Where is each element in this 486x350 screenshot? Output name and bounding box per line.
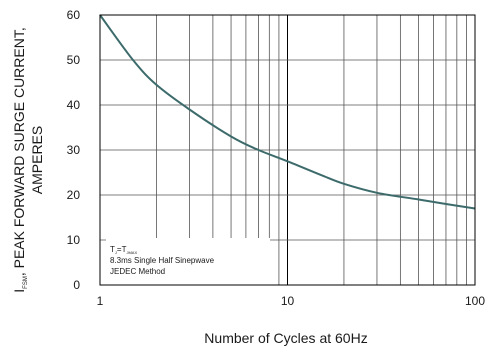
y-axis-title-line2: AMPERES <box>29 126 45 194</box>
annotation-line3: JEDEC Method <box>110 267 165 276</box>
x-tick-labels: 1 10 100 <box>97 294 486 308</box>
y-tick-label: 50 <box>67 53 81 67</box>
annotation-line2: 8.3ms Single Half Sinepwave <box>110 256 215 265</box>
x-axis-title: Number of Cycles at 60Hz <box>204 330 367 346</box>
y-tick-label: 10 <box>67 233 81 247</box>
plot-border <box>99 14 476 286</box>
x-tick-label: 10 <box>281 294 295 308</box>
y-tick-label: 20 <box>67 188 81 202</box>
y-tick-label: 40 <box>67 98 81 112</box>
y-tick-label: 0 <box>73 278 80 292</box>
y-axis-title-line1: IFSM, PEAK FORWARD SURGE CURRENT, <box>11 27 29 292</box>
x-tick-label: 100 <box>465 294 485 308</box>
series-line <box>99 14 476 210</box>
annotation-line1: TJ=TJMAX <box>110 245 137 255</box>
annotation-box <box>106 238 270 285</box>
y-tick-label: 60 <box>67 8 81 22</box>
y-tick-labels: 0 10 20 30 40 50 60 <box>67 8 81 292</box>
x-tick-label: 1 <box>97 294 104 308</box>
grid <box>99 14 476 286</box>
y-tick-label: 30 <box>67 143 81 157</box>
